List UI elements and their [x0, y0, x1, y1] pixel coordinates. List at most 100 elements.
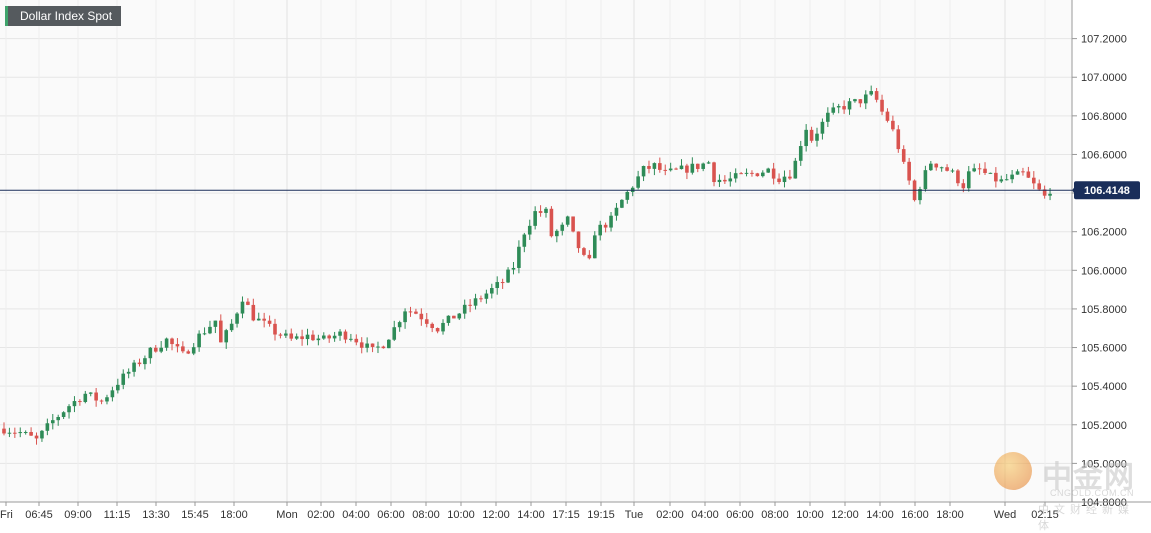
candle-up	[511, 267, 516, 270]
x-tick-label: 14:00	[866, 509, 894, 521]
candle-down	[723, 179, 727, 182]
x-tick-label: 04:00	[691, 509, 719, 521]
candle-up	[1015, 171, 1020, 175]
candle-up	[641, 165, 646, 177]
y-tick-label: 107.2000	[1081, 34, 1127, 46]
candle-up	[397, 322, 402, 328]
candle-down	[1032, 177, 1036, 184]
candle-down	[29, 432, 33, 436]
candle-up	[473, 298, 478, 306]
candle-down	[2, 428, 6, 434]
candle-down	[880, 99, 884, 112]
candle-up	[284, 333, 288, 336]
candle-up	[321, 335, 326, 339]
candle-up	[939, 167, 944, 169]
candle-down	[181, 346, 185, 352]
candle-down	[576, 231, 581, 249]
current-price-badge	[1074, 181, 1140, 200]
candle-down	[1037, 183, 1042, 190]
candle-up	[988, 172, 993, 174]
candle-down	[370, 343, 375, 347]
candle-up	[143, 358, 147, 365]
candle-up	[717, 179, 722, 183]
candle-down	[219, 320, 223, 343]
x-tick-label: Fri	[0, 509, 13, 521]
candle-up	[923, 170, 928, 190]
candle-up	[565, 216, 570, 225]
x-tick-label: 18:00	[220, 509, 248, 521]
candle-up	[701, 163, 705, 169]
candle-down	[359, 342, 364, 348]
candle-up	[1010, 174, 1014, 180]
candle-down	[695, 163, 700, 169]
candle-down	[246, 301, 250, 305]
candle-up	[815, 133, 819, 141]
x-tick-label: 06:00	[377, 509, 405, 521]
candle-up	[392, 327, 397, 340]
candle-down	[977, 168, 982, 170]
candle-up	[793, 160, 798, 179]
candle-up	[202, 333, 207, 335]
candle-up	[83, 393, 88, 402]
candle-up	[950, 170, 955, 172]
x-tick-label: 12:00	[831, 509, 859, 521]
candle-down	[13, 432, 17, 434]
candle-up	[972, 168, 976, 172]
candle-down	[327, 335, 331, 339]
candle-down	[175, 344, 180, 347]
candle-up	[191, 347, 196, 354]
candle-up	[88, 392, 93, 394]
candle-down	[771, 168, 776, 179]
candle-down	[983, 168, 987, 173]
candle-up	[121, 373, 126, 385]
current-price-label: 106.4148	[1084, 185, 1130, 197]
plot-area	[0, 0, 1072, 502]
candle-down	[479, 298, 483, 300]
candle-down	[842, 106, 846, 110]
candle-down	[587, 254, 592, 259]
candle-down	[300, 336, 304, 340]
candle-up	[235, 313, 239, 324]
candle-up	[105, 397, 109, 402]
candle-up	[208, 326, 212, 334]
candle-up	[213, 320, 218, 327]
candle-up	[56, 416, 60, 421]
candle-down	[430, 323, 434, 329]
candle-down	[647, 165, 651, 169]
candle-down	[674, 168, 678, 170]
candle-up	[592, 235, 597, 259]
y-tick-label: 106.6000	[1081, 149, 1127, 161]
candle-up	[256, 318, 261, 321]
x-tick-label: 06:00	[726, 509, 754, 521]
candle-up	[197, 333, 201, 348]
candle-up	[869, 91, 873, 95]
x-tick-label: 12:00	[482, 509, 510, 521]
candle-down	[424, 319, 429, 324]
candle-down	[186, 351, 191, 354]
candle-up	[126, 371, 131, 374]
candle-down	[712, 162, 716, 183]
candle-up	[527, 225, 532, 235]
candle-down	[934, 163, 939, 168]
candle-up	[403, 311, 407, 323]
candle-down	[603, 224, 608, 228]
candle-down	[289, 333, 294, 339]
candle-up	[744, 172, 749, 174]
candle-up	[61, 412, 66, 417]
candle-up	[441, 322, 445, 332]
candle-up	[305, 334, 310, 340]
candle-down	[278, 334, 283, 336]
y-tick-label: 104.8000	[1081, 497, 1127, 509]
candle-up	[804, 129, 808, 147]
candle-up	[159, 347, 163, 352]
candle-down	[788, 176, 792, 179]
candle-up	[484, 293, 489, 299]
candle-down	[956, 170, 960, 184]
candle-up	[387, 339, 391, 349]
x-tick-label: 02:00	[307, 509, 335, 521]
candle-down	[34, 435, 39, 439]
candle-up	[798, 146, 803, 161]
x-tick-label: 13:30	[142, 509, 170, 521]
candle-up	[7, 432, 12, 434]
candle-down	[663, 169, 668, 171]
